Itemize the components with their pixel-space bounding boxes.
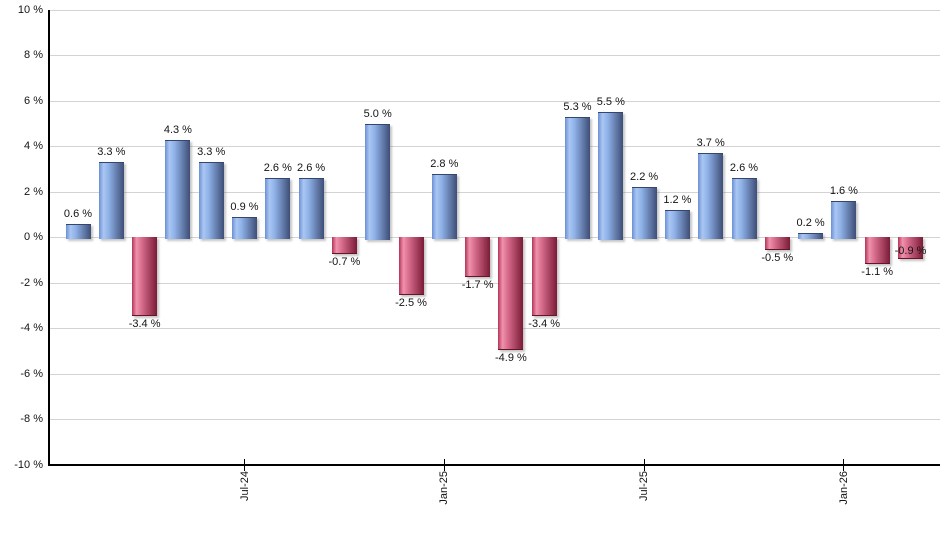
bar-value-label: 3.3 % xyxy=(197,146,226,159)
bar-value-label: -4.9 % xyxy=(494,351,527,364)
bar-value-label: -2.5 % xyxy=(395,297,427,310)
gridline--2 xyxy=(49,282,940,284)
bar-value-label: 5.3 % xyxy=(563,100,592,113)
y-tick-label: -2 % xyxy=(20,276,43,289)
gridline-8 xyxy=(49,55,940,56)
bar-jun-24 xyxy=(198,162,224,240)
bar-mar-24 xyxy=(98,162,124,240)
bar-mar-26 xyxy=(898,237,923,259)
bar-nov-24 xyxy=(365,123,391,240)
y-axis-spine xyxy=(48,10,50,466)
bar-feb-24 xyxy=(65,223,91,240)
bar-value-label: 0.9 % xyxy=(230,201,259,214)
bar-may-25 xyxy=(565,116,590,240)
bar-value-label: -3.4 % xyxy=(528,317,561,330)
bar-value-label: 4.3 % xyxy=(163,123,192,136)
bar-jul-24 xyxy=(232,217,257,240)
x-tick xyxy=(244,459,245,471)
bar-oct-24 xyxy=(331,237,357,255)
bar-value-label: 2.2 % xyxy=(630,171,659,184)
bar-jan-25 xyxy=(431,173,457,240)
y-tick-label: 2 % xyxy=(24,185,43,198)
gridline-0 xyxy=(49,237,940,238)
bar-value-label: -3.4 % xyxy=(128,317,161,330)
bar-oct-25 xyxy=(731,178,757,240)
bar-value-label: 0.2 % xyxy=(796,216,825,229)
bar-value-label: -0.9 % xyxy=(894,244,927,257)
bar-jul-25 xyxy=(631,187,657,240)
bar-sep-25 xyxy=(698,153,724,240)
bar-feb-25 xyxy=(465,237,491,278)
gridline--6 xyxy=(49,373,940,375)
bar-aug-25 xyxy=(664,210,690,240)
bar-value-label: 5.0 % xyxy=(363,107,392,120)
x-axis-spine xyxy=(48,464,940,466)
y-tick-label: -6 % xyxy=(20,367,43,380)
bar-may-24 xyxy=(165,139,191,240)
bar-value-label: 1.2 % xyxy=(663,194,692,207)
y-tick-label: -4 % xyxy=(20,322,43,334)
bar-apr-25 xyxy=(531,237,557,316)
bar-dec-25 xyxy=(798,232,824,240)
x-tick xyxy=(843,459,845,471)
bar-value-label: 5.5 % xyxy=(596,96,625,109)
bar-value-label: 3.7 % xyxy=(696,137,725,150)
bar-value-label: 2.8 % xyxy=(430,157,459,170)
gridline-10 xyxy=(49,9,940,11)
bar-value-label: 3.3 % xyxy=(97,146,126,159)
x-tick xyxy=(643,459,645,471)
y-tick-label: -8 % xyxy=(20,413,43,425)
y-tick-label: -10 % xyxy=(14,458,43,471)
bar-apr-24 xyxy=(132,237,158,316)
bar-sep-24 xyxy=(298,178,324,240)
bar-nov-25 xyxy=(764,237,790,250)
bar-value-label: 1.6 % xyxy=(829,185,858,198)
bar-value-label: 0.6 % xyxy=(63,207,93,220)
x-tick xyxy=(443,459,445,471)
bar-dec-24 xyxy=(398,237,424,296)
gridline--4 xyxy=(49,328,940,329)
gridline-4 xyxy=(49,146,940,147)
bar-value-label: 2.6 % xyxy=(263,162,292,175)
bar-mar-25 xyxy=(498,237,524,350)
bar-feb-26 xyxy=(864,237,890,264)
bar-jun-25 xyxy=(598,112,624,240)
bar-value-label: 2.6 % xyxy=(729,162,759,175)
bar-value-label: -0.5 % xyxy=(761,251,794,264)
y-tick-label: 10 % xyxy=(17,3,43,16)
bar-value-label: 2.6 % xyxy=(297,162,326,175)
y-tick-label: 6 % xyxy=(24,94,43,107)
bar-jan-26 xyxy=(831,201,857,240)
gridline-6 xyxy=(49,100,940,102)
bar-value-label: -1.1 % xyxy=(861,265,894,278)
y-tick-label: 4 % xyxy=(24,140,43,152)
bar-value-label: -0.7 % xyxy=(328,256,361,269)
y-tick-label: 8 % xyxy=(24,49,43,61)
y-tick-label: 0 % xyxy=(24,231,43,243)
gridline--8 xyxy=(49,419,940,420)
gridline-2 xyxy=(49,191,940,193)
bar-value-label: -1.7 % xyxy=(461,279,494,292)
bar-aug-24 xyxy=(265,178,291,240)
